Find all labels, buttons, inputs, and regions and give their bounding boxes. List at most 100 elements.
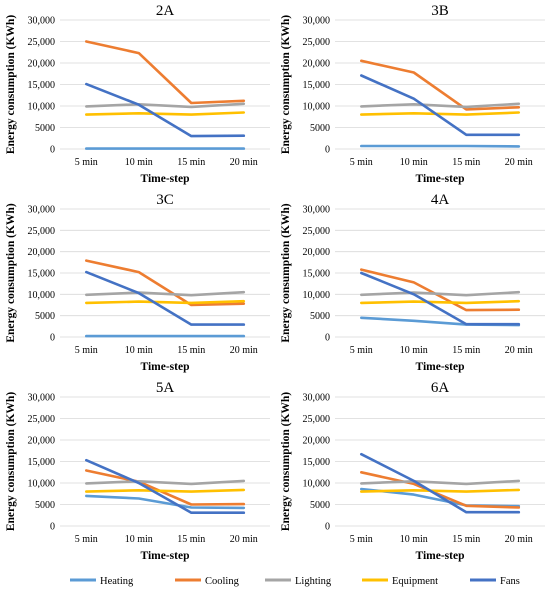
panel-3b-ytick-label: 30,000 xyxy=(303,16,331,27)
panel-6a-ytick-label: 0 xyxy=(325,522,330,533)
panel-3b-series-lighting xyxy=(359,102,521,109)
panel-5a-xtick-label: 15 min xyxy=(177,534,205,545)
panel-5a-ytick-label: 20,000 xyxy=(28,436,56,447)
legend-label-lighting: Lighting xyxy=(295,576,332,587)
panel-4a-series-lighting xyxy=(359,290,521,297)
panel-2a-series-cooling xyxy=(85,40,246,105)
panel-3c-title: 3C xyxy=(156,192,174,208)
panel-4a-ytick-label: 10,000 xyxy=(303,290,331,301)
panel-6a-yaxis-title: Energy consumption (KWh) xyxy=(280,392,292,531)
panel-4a-series-fans xyxy=(359,271,521,326)
panel-5a-title: 5A xyxy=(156,380,175,396)
panel-6a-series-cooling xyxy=(359,470,521,509)
panel-3b-series-fans xyxy=(359,74,521,137)
panel-3b-ytick-label: 5000 xyxy=(310,123,330,134)
panel-6a-series-equipment xyxy=(359,488,521,493)
panel-5a-ytick-label: 0 xyxy=(50,522,55,533)
panel-3c-xtick-label: 10 min xyxy=(125,345,153,356)
panel-3b-yaxis-title: Energy consumption (KWh) xyxy=(280,15,292,154)
panel-4a-title: 4A xyxy=(431,192,450,208)
panel-2a-ytick-label: 5000 xyxy=(35,123,55,134)
panel-3c: 3C 0 5000 10,000 15,000 20,000 25,000 30,000 5 m… xyxy=(5,192,270,373)
panel-4a-ytick-label: 25,000 xyxy=(303,226,331,237)
panel-5a-xtick-label: 5 min xyxy=(75,534,98,545)
panel-4a-ytick-label: 15,000 xyxy=(303,269,331,280)
panel-6a: 6A 0 5000 10,000 15,000 20,000 25,000 30,000 5 m… xyxy=(280,380,545,562)
panel-3c-xtick-label: 5 min xyxy=(75,345,98,356)
panel-3b-ytick-label: 0 xyxy=(325,145,330,156)
panel-4a-xtick-label: 5 min xyxy=(350,345,373,356)
panel-3c-xtick-label: 20 min xyxy=(230,345,258,356)
panel-5a-xtick-label: 10 min xyxy=(125,534,153,545)
panel-6a-ytick-label: 30,000 xyxy=(303,393,331,404)
panel-3b-xtick-label: 10 min xyxy=(400,157,428,168)
panel-6a-series-lighting xyxy=(359,479,521,486)
panel-6a-ytick-label: 10,000 xyxy=(303,479,331,490)
panel-3c-ytick-label: 5000 xyxy=(35,311,55,322)
panel-2a-ytick-label: 10,000 xyxy=(28,102,56,113)
panel-5a-ytick-label: 10,000 xyxy=(28,479,56,490)
panel-2a-yaxis-title: Energy consumption (KWh) xyxy=(5,15,17,154)
panel-2a-series-fans xyxy=(85,82,246,138)
panel-3c-ytick-label: 30,000 xyxy=(28,205,56,216)
panel-4a: 4A 0 5000 10,000 15,000 20,000 25,000 30,000 5 m… xyxy=(280,192,545,373)
panel-6a-ytick-label: 15,000 xyxy=(303,457,331,468)
panel-5a-yaxis-title: Energy consumption (KWh) xyxy=(5,392,17,531)
panel-2a-xtick-label: 5 min xyxy=(75,157,98,168)
panel-3b-ytick-label: 10,000 xyxy=(303,102,331,113)
panel-6a-xaxis-title: Time-step xyxy=(416,550,465,562)
panel-6a-title: 6A xyxy=(431,380,450,396)
panel-2a: 2A 0 5000 10,000 15,000 20,000 25,000 30,000 5 m… xyxy=(5,3,270,185)
panel-4a-series-cooling xyxy=(359,268,521,312)
panel-3b-title: 3B xyxy=(431,3,449,19)
legend: Heating Cooling Lighting Equipment Fans xyxy=(70,576,520,587)
panel-6a-xtick-label: 20 min xyxy=(505,534,533,545)
panel-3b: 3B 0 5000 10,000 15,000 20,000 25,000 30,000 5 m… xyxy=(280,3,545,185)
panel-3c-xtick-label: 15 min xyxy=(177,345,205,356)
panel-6a-ytick-label: 5000 xyxy=(310,500,330,511)
panel-4a-ytick-label: 20,000 xyxy=(303,247,331,258)
panel-3c-series-fans xyxy=(85,270,246,326)
panel-4a-yaxis-title: Energy consumption (KWh) xyxy=(280,203,292,342)
panel-5a-xtick-label: 20 min xyxy=(230,534,258,545)
panel-3c-ytick-label: 25,000 xyxy=(28,226,56,237)
panel-3c-series-equipment xyxy=(85,299,246,305)
panel-5a-ytick-label: 5000 xyxy=(35,500,55,511)
panel-4a-xtick-label: 15 min xyxy=(452,345,480,356)
panel-3b-series-cooling xyxy=(359,59,521,111)
panel-2a-title: 2A xyxy=(156,3,175,19)
panel-3c-ytick-label: 0 xyxy=(50,333,55,344)
panel-4a-ytick-label: 0 xyxy=(325,333,330,344)
panel-2a-ytick-label: 20,000 xyxy=(28,59,56,70)
panel-3b-xtick-label: 20 min xyxy=(505,157,533,168)
panel-2a-series-equipment xyxy=(85,111,246,116)
panel-2a-ytick-label: 15,000 xyxy=(28,80,56,91)
panel-3c-ytick-label: 10,000 xyxy=(28,290,56,301)
panel-2a-ytick-label: 0 xyxy=(50,145,55,156)
panel-4a-series-equipment xyxy=(359,299,521,305)
panel-4a-xaxis-title: Time-step xyxy=(416,361,465,373)
legend-label-heating: Heating xyxy=(100,576,134,587)
panel-2a-xtick-label: 15 min xyxy=(177,157,205,168)
panel-5a-ytick-label: 15,000 xyxy=(28,457,56,468)
panel-3c-ytick-label: 15,000 xyxy=(28,269,56,280)
panel-3c-series-lighting xyxy=(85,290,246,297)
panel-4a-ytick-label: 5000 xyxy=(310,311,330,322)
legend-label-cooling: Cooling xyxy=(205,576,240,587)
panel-4a-ytick-label: 30,000 xyxy=(303,205,331,216)
panel-2a-xtick-label: 10 min xyxy=(125,157,153,168)
panel-6a-ytick-label: 25,000 xyxy=(303,414,331,425)
panel-2a-ytick-label: 30,000 xyxy=(28,16,56,27)
panel-5a-series-heating xyxy=(85,494,246,510)
panel-5a-xaxis-title: Time-step xyxy=(141,550,190,562)
panel-3c-yaxis-title: Energy consumption (KWh) xyxy=(5,203,17,342)
panel-2a-series-lighting xyxy=(85,102,246,109)
panel-4a-xtick-label: 20 min xyxy=(505,345,533,356)
panel-3b-xtick-label: 15 min xyxy=(452,157,480,168)
panel-5a: 5A 0 5000 10,000 15,000 20,000 25,000 30,000 5 m… xyxy=(5,380,270,562)
panel-2a-ytick-label: 25,000 xyxy=(28,37,56,48)
panel-5a-series-equipment xyxy=(85,488,246,493)
panel-3b-xtick-label: 5 min xyxy=(350,157,373,168)
panel-2a-xaxis-title: Time-step xyxy=(141,173,190,185)
